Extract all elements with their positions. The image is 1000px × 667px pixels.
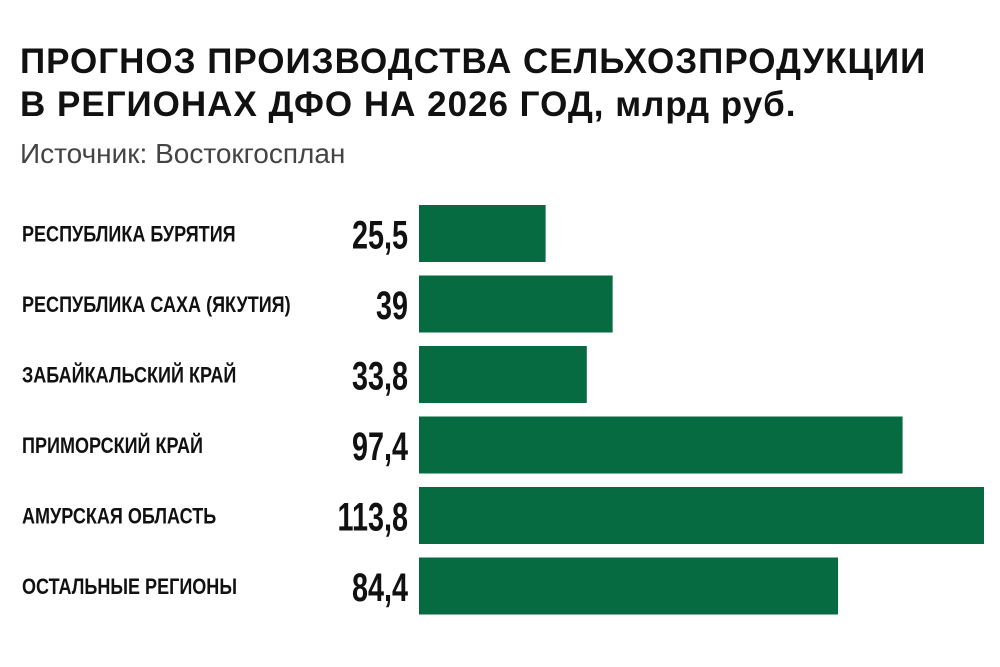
value-label: 113,8 bbox=[338, 495, 408, 540]
bar bbox=[419, 275, 613, 333]
title-line-1: ПРОГНОЗ ПРОИЗВОДСТВА СЕЛЬХОЗПРОДУКЦИИ bbox=[20, 42, 927, 81]
category-label: РЕСПУБЛИКА БУРЯТИЯ bbox=[22, 223, 236, 247]
value-label: 84,4 bbox=[352, 565, 409, 610]
category-label: РЕСПУБЛИКА САХА (ЯКУТИЯ) bbox=[22, 293, 291, 317]
category-label: АМУРСКАЯ ОБЛАСТЬ bbox=[22, 505, 216, 529]
title-line-2: В РЕГИОНАХ ДФО НА 2026 ГОД, млрд руб. bbox=[20, 85, 797, 124]
chart-source: Источник: Востокгосплан bbox=[20, 138, 346, 169]
category-label: ПРИМОРСКИЙ КРАЙ bbox=[22, 432, 203, 458]
bar bbox=[419, 487, 984, 544]
bar bbox=[419, 205, 546, 262]
value-label: 97,4 bbox=[352, 424, 409, 469]
bar bbox=[419, 346, 587, 403]
category-label: ЗАБАЙКАЛЬСКИЙ КРАЙ bbox=[22, 362, 236, 388]
bar bbox=[419, 557, 839, 615]
bar bbox=[419, 416, 903, 474]
value-label: 33,8 bbox=[352, 354, 408, 399]
value-label: 39 bbox=[376, 283, 408, 328]
chart-title: ПРОГНОЗ ПРОИЗВОДСТВА СЕЛЬХОЗПРОДУКЦИИ В … bbox=[20, 40, 926, 126]
value-label: 25,5 bbox=[352, 213, 408, 258]
category-label: ОСТАЛЬНЫЕ РЕГИОНЫ bbox=[22, 575, 237, 599]
